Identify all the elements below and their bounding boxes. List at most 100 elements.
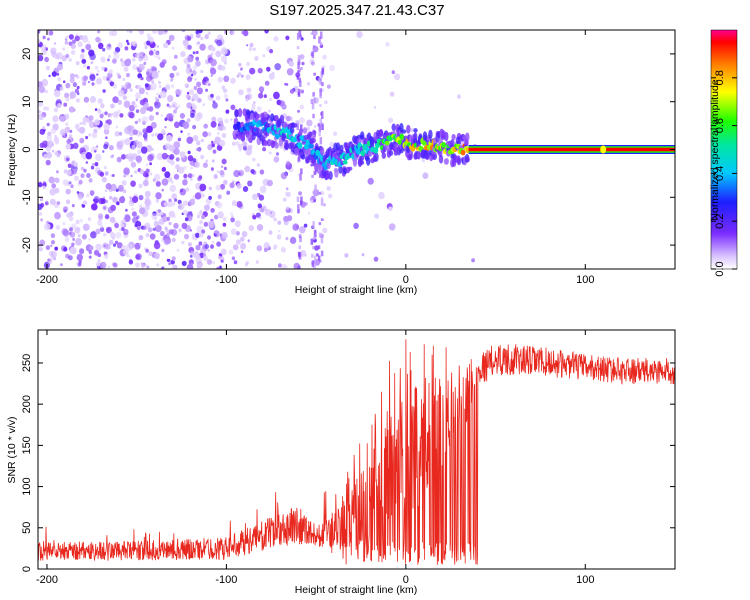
spectrogram-noise-blob <box>116 156 122 163</box>
spectrogram-noise-blob <box>124 138 131 146</box>
spectrogram-noise-blob <box>194 192 202 200</box>
spectrogram-noise-blob <box>203 123 208 129</box>
spectrogram-noise-blob <box>38 100 44 107</box>
snr-y-ticks: 0 50 100 150 200 250 <box>21 354 675 572</box>
spectrogram-noise-blob <box>169 184 177 193</box>
spectrogram-noise-blob <box>147 227 153 233</box>
spectrogram-noise-blob <box>127 42 130 46</box>
spectrogram-noise-blob <box>328 193 333 199</box>
spectrogram-noise-blob <box>307 212 311 215</box>
spectrogram-noise-blob <box>223 166 227 171</box>
spectrogram-noise-blob <box>266 179 273 187</box>
x-tick-label: 0 <box>403 574 409 586</box>
spectrogram-noise-blob <box>146 40 151 46</box>
spectrogram-noise-blob <box>102 89 106 93</box>
spectrogram-noise-blob <box>277 220 282 225</box>
spectrogram-noise-blob <box>47 131 52 137</box>
colorbar-ticks: 0.0 0.2 0.4 0.6 0.8 <box>711 70 737 277</box>
spectrogram-noise-blob <box>70 50 76 55</box>
spectrogram-noise-blob <box>45 245 51 251</box>
spectrogram-streak <box>297 61 300 69</box>
y-tick-label: 250 <box>21 354 33 372</box>
spectrogram-noise-blob <box>72 82 78 88</box>
spectrogram-streak <box>321 218 325 221</box>
spectrogram-noise-blob <box>197 97 202 103</box>
spectrogram-noise-blob <box>59 129 66 136</box>
spectrogram-noise-blob <box>53 90 61 98</box>
spectrogram-noise-blob <box>171 101 178 109</box>
spectrogram-noise-blob <box>81 48 85 53</box>
spectrogram-noise-blob <box>177 199 182 205</box>
spectrogram-noise-blob <box>88 133 92 137</box>
spectrogram-noise-blob <box>323 203 326 207</box>
spectrogram-noise-blob <box>238 89 244 96</box>
spectrogram-noise-blob <box>217 132 220 135</box>
spectrogram-noise-blob <box>213 214 219 220</box>
spectrogram-noise-blob <box>215 50 222 58</box>
spectrogram-noise-blob <box>333 131 338 136</box>
spectrogram-noise-blob <box>356 31 363 38</box>
spectrogram-noise-blob <box>245 98 249 102</box>
signal-halo <box>348 166 353 171</box>
spectrogram-noise-blob <box>117 109 121 114</box>
spectrogram-streak <box>313 229 317 238</box>
spectrogram-noise-blob <box>67 163 72 169</box>
spectrogram-noise-blob <box>183 209 188 216</box>
spectrogram-noise-blob <box>243 30 249 37</box>
spectrogram-streak <box>320 122 324 126</box>
signal-halo <box>245 109 250 115</box>
spectrogram-noise-blob <box>128 104 135 112</box>
spectrogram-noise-blob <box>110 183 117 192</box>
spectrogram-noise-blob <box>81 234 87 240</box>
spectrogram-noise-blob <box>230 104 236 111</box>
spectrogram-noise-blob <box>44 201 49 206</box>
spectrogram-noise-blob <box>115 125 118 129</box>
spectrogram-noise-blob <box>326 186 331 191</box>
spectrogram-noise-blob <box>38 211 43 216</box>
spectrogram-noise-blob <box>242 141 248 148</box>
spectrogram-noise-blob <box>190 250 195 256</box>
spectrogram-noise-blob <box>322 54 327 60</box>
spectrogram-noise-blob <box>221 55 227 63</box>
signal-halo <box>284 139 289 147</box>
spectrogram-noise-blob <box>199 209 203 214</box>
spectrogram-noise-blob <box>122 189 127 194</box>
spectrogram-noise-blob <box>165 84 171 90</box>
spectrogram-noise-blob <box>299 54 305 60</box>
spectrogram-noise-blob <box>254 56 259 61</box>
spectrogram-noise-blob <box>97 42 104 50</box>
spectrogram-noise-blob <box>155 111 159 116</box>
spectrogram-noise-blob <box>252 214 257 220</box>
spectrogram-noise-blob <box>151 133 155 137</box>
spectrogram-noise-blob <box>118 228 122 232</box>
spectrogram-noise-blob <box>63 102 68 107</box>
spectrogram-streak <box>311 102 315 110</box>
spectrogram-noise-blob <box>171 237 176 243</box>
spectrogram-noise-blob <box>110 103 115 109</box>
spectrogram-noise-blob <box>289 89 295 94</box>
spectrogram-noise-blob <box>166 134 173 142</box>
spectrogram-noise-blob <box>72 142 79 149</box>
spectrogram-noise-blob <box>163 201 169 207</box>
spectrogram-noise-blob <box>94 108 98 112</box>
spectrogram-noise-blob <box>129 196 132 199</box>
spectrogram-noise-blob <box>285 115 291 122</box>
spectrogram-noise-blob <box>171 84 175 88</box>
spectrogram-streak <box>300 67 303 71</box>
spectrogram-noise-blob <box>131 57 136 62</box>
spectrogram-noise-blob <box>82 36 89 43</box>
spectrogram-noise-blob <box>38 54 44 62</box>
spectrogram-noise-blob <box>145 168 150 174</box>
spectrogram-noise-blob <box>252 157 256 162</box>
spectrogram-noise-blob <box>75 219 80 225</box>
spectrogram-noise-blob <box>99 171 105 177</box>
spectrogram-noise-blob <box>311 30 318 36</box>
spectrogram-noise-blob <box>246 44 249 47</box>
spectrogram-noise-blob <box>197 30 203 34</box>
spectrogram-noise-blob <box>299 226 306 234</box>
spectrogram-noise-blob <box>176 72 180 76</box>
spectrogram-noise-blob <box>75 61 80 66</box>
spectrogram-noise-blob <box>388 206 393 212</box>
signal-blob <box>297 142 303 149</box>
spectrogram-noise-blob <box>391 70 395 75</box>
